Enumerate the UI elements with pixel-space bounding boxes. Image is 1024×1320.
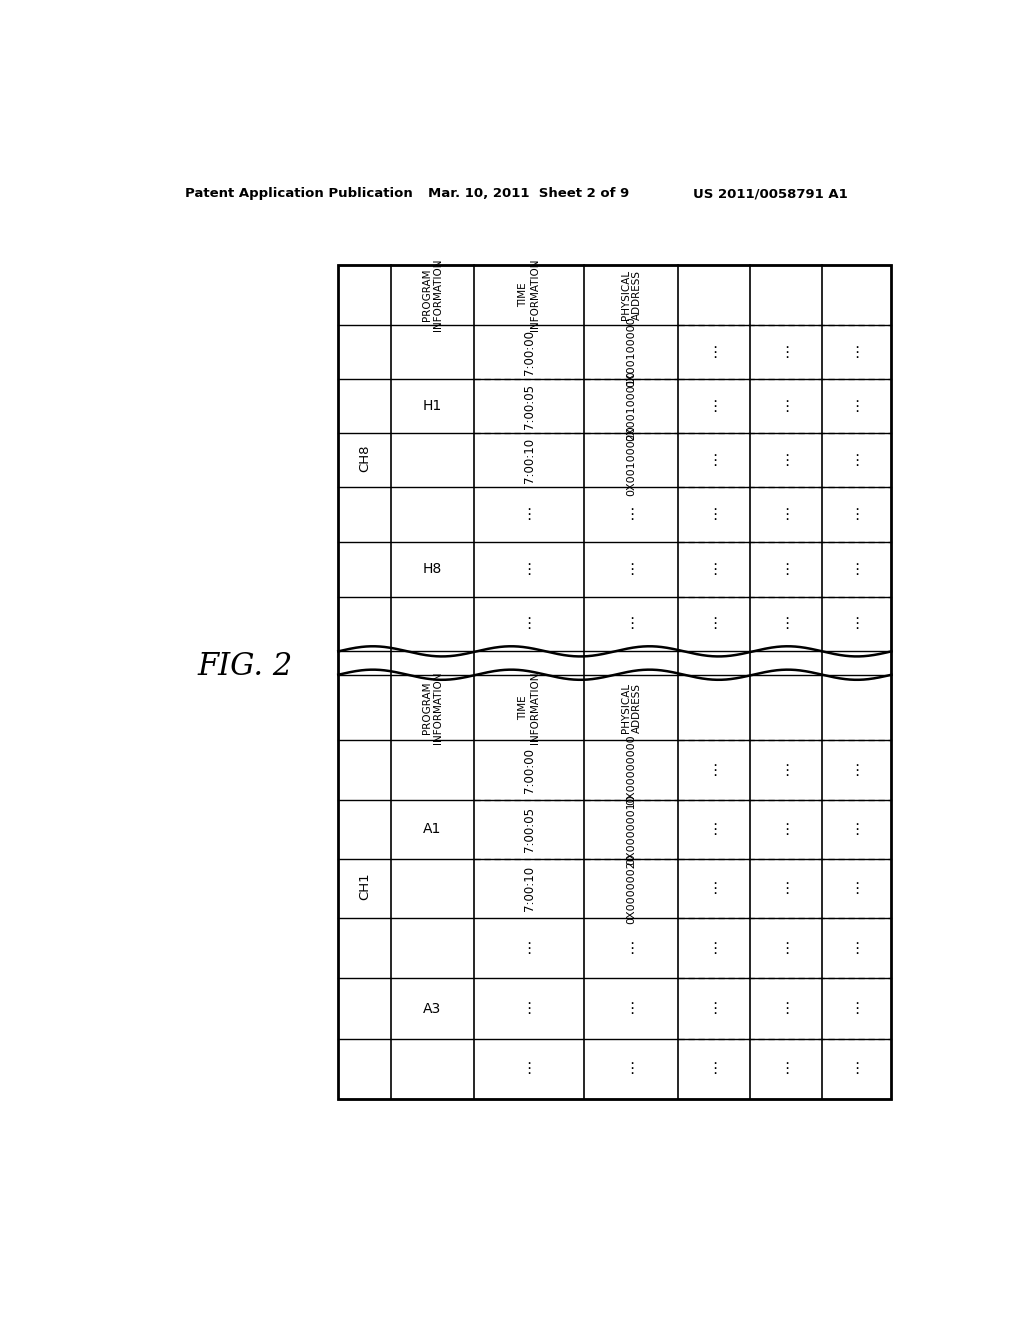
Text: H1: H1: [423, 399, 442, 413]
Text: Patent Application Publication: Patent Application Publication: [185, 187, 413, 201]
Text: ⋮: ⋮: [778, 1061, 794, 1076]
Text: ⋮: ⋮: [849, 507, 864, 523]
Text: ⋮: ⋮: [707, 941, 722, 956]
Text: ⋮: ⋮: [849, 882, 864, 896]
Text: ⋮: ⋮: [707, 507, 722, 523]
Text: ⋮: ⋮: [778, 399, 794, 413]
Text: PROGRAM
INFORMATION: PROGRAM INFORMATION: [422, 259, 443, 331]
Text: ⋮: ⋮: [707, 822, 722, 837]
Text: A1: A1: [423, 822, 441, 837]
Text: 0X00000020: 0X00000020: [627, 854, 637, 924]
Text: ⋮: ⋮: [778, 562, 794, 577]
Text: ⋮: ⋮: [778, 941, 794, 956]
Text: 0X00100010: 0X00100010: [627, 371, 637, 441]
Text: ⋮: ⋮: [624, 616, 639, 631]
Text: 7:00:10: 7:00:10: [522, 866, 536, 911]
Text: ⋮: ⋮: [849, 1001, 864, 1016]
Text: ⋮: ⋮: [849, 1061, 864, 1076]
Text: ⋮: ⋮: [521, 1001, 537, 1016]
Text: ⋮: ⋮: [707, 1001, 722, 1016]
Text: PROGRAM
INFORMATION: PROGRAM INFORMATION: [422, 672, 443, 744]
Text: ⋮: ⋮: [707, 562, 722, 577]
Text: ⋮: ⋮: [778, 822, 794, 837]
Text: ⋮: ⋮: [624, 941, 639, 956]
Text: ⋮: ⋮: [778, 616, 794, 631]
Text: ⋮: ⋮: [624, 1061, 639, 1076]
Text: ⋮: ⋮: [849, 763, 864, 777]
Text: PHYSICAL
ADDRESS: PHYSICAL ADDRESS: [621, 271, 642, 321]
Text: 0X00100020: 0X00100020: [627, 425, 637, 495]
Text: Mar. 10, 2011  Sheet 2 of 9: Mar. 10, 2011 Sheet 2 of 9: [428, 187, 629, 201]
Text: ⋮: ⋮: [778, 345, 794, 359]
Text: PHYSICAL
ADDRESS: PHYSICAL ADDRESS: [621, 682, 642, 733]
Text: ⋮: ⋮: [707, 345, 722, 359]
Text: ⋮: ⋮: [521, 562, 537, 577]
Text: ⋮: ⋮: [624, 1001, 639, 1016]
Text: CH1: CH1: [358, 873, 371, 900]
Text: ⋮: ⋮: [778, 763, 794, 777]
Text: ⋮: ⋮: [521, 616, 537, 631]
Text: ⋮: ⋮: [849, 941, 864, 956]
Text: ⋮: ⋮: [849, 822, 864, 837]
Text: CH8: CH8: [358, 445, 371, 473]
Text: ⋮: ⋮: [624, 507, 639, 523]
Bar: [338, 265, 892, 1098]
Text: 0X00100000: 0X00100000: [627, 317, 637, 387]
Text: ⋮: ⋮: [707, 763, 722, 777]
Text: ⋮: ⋮: [521, 507, 537, 523]
Text: TIME
INFORMATION: TIME INFORMATION: [518, 259, 540, 331]
Text: FIG. 2: FIG. 2: [198, 651, 293, 682]
Text: ⋮: ⋮: [707, 882, 722, 896]
Text: US 2011/0058791 A1: US 2011/0058791 A1: [693, 187, 848, 201]
Text: 7:00:05: 7:00:05: [522, 384, 536, 429]
Text: TIME
INFORMATION: TIME INFORMATION: [518, 672, 540, 744]
Text: ⋮: ⋮: [778, 507, 794, 523]
Text: 7:00:00: 7:00:00: [522, 747, 536, 792]
Text: ⋮: ⋮: [521, 1061, 537, 1076]
Text: H8: H8: [423, 562, 442, 577]
Text: 0X00000000: 0X00000000: [627, 735, 637, 805]
Text: 7:00:00: 7:00:00: [522, 330, 536, 375]
Text: ⋮: ⋮: [707, 453, 722, 467]
Text: ⋮: ⋮: [849, 399, 864, 413]
Text: ⋮: ⋮: [778, 1001, 794, 1016]
Text: ⋮: ⋮: [849, 453, 864, 467]
Text: A3: A3: [423, 1002, 441, 1015]
Text: ⋮: ⋮: [849, 345, 864, 359]
Text: ⋮: ⋮: [707, 616, 722, 631]
Text: ⋮: ⋮: [849, 616, 864, 631]
Text: ⋮: ⋮: [707, 399, 722, 413]
Text: ⋮: ⋮: [521, 941, 537, 956]
Text: 7:00:05: 7:00:05: [522, 807, 536, 851]
Text: ⋮: ⋮: [707, 1061, 722, 1076]
Text: ⋮: ⋮: [778, 453, 794, 467]
Text: 0X00000010: 0X00000010: [627, 795, 637, 865]
Text: ⋮: ⋮: [624, 562, 639, 577]
Text: ⋮: ⋮: [778, 882, 794, 896]
Text: ⋮: ⋮: [849, 562, 864, 577]
Text: 7:00:10: 7:00:10: [522, 438, 536, 483]
